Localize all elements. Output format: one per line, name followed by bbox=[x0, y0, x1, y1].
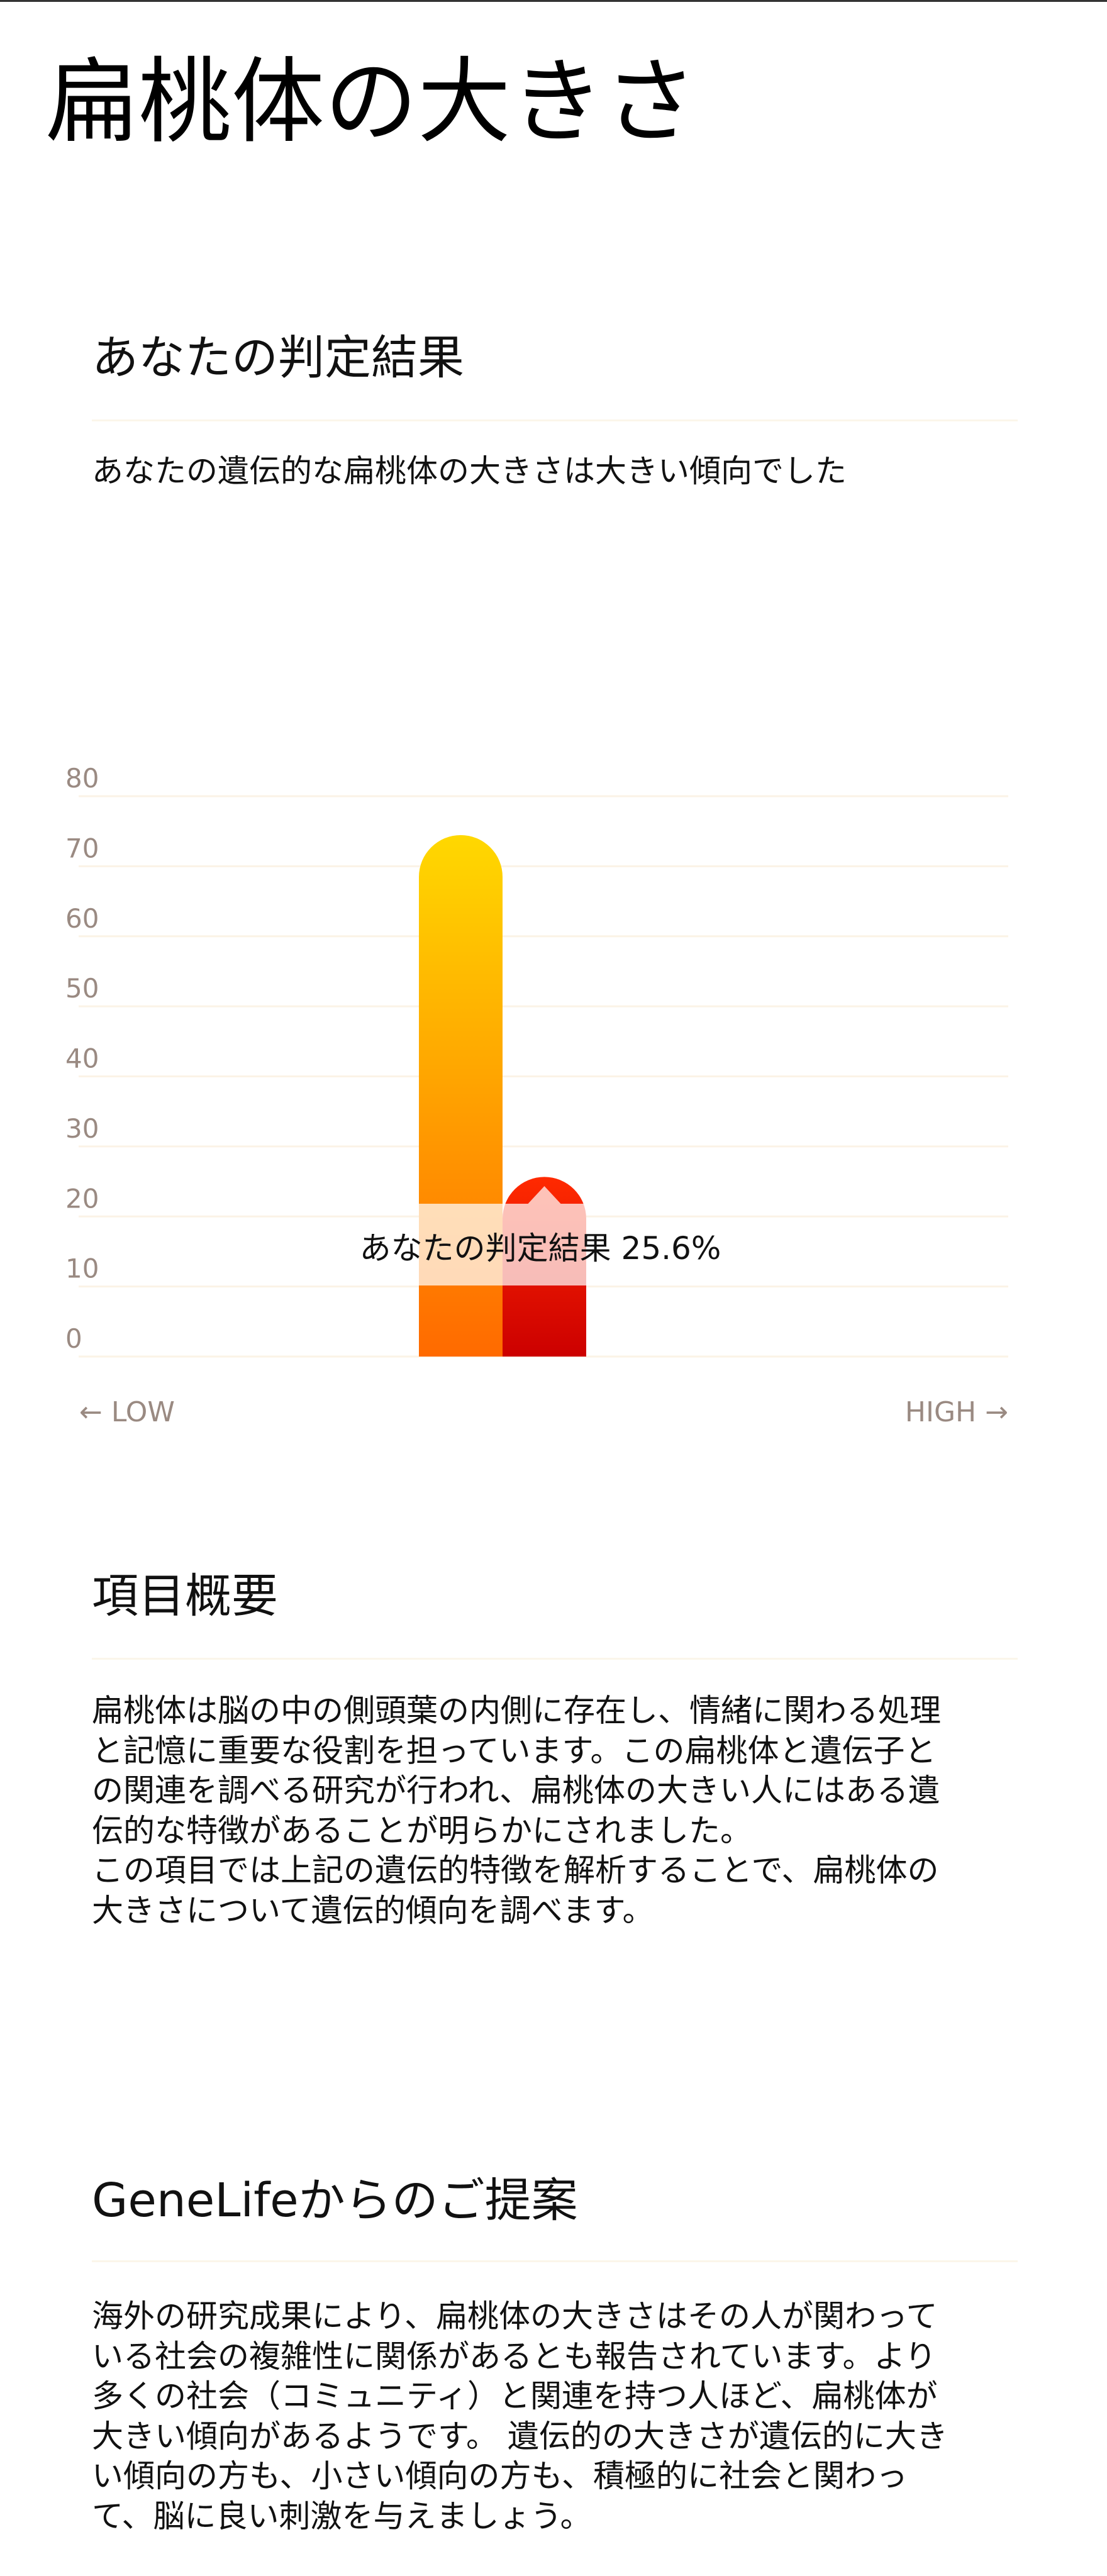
overview-text: 扁桃体は脳の中の側頭葉の内側に存在し、情緒に関わる処理 と記憶に重要な役割を担っ… bbox=[92, 1691, 941, 1931]
result-annotation-band bbox=[419, 1186, 586, 1285]
overview-divider bbox=[92, 1658, 1018, 1660]
annotation-pointer bbox=[528, 1186, 561, 1204]
grid-lines bbox=[79, 795, 1008, 1358]
x-low-label: ← LOW bbox=[79, 1396, 175, 1428]
result-divider bbox=[92, 419, 1018, 421]
y-tick-label: 30 bbox=[65, 1113, 99, 1144]
y-tick-label: 60 bbox=[65, 903, 99, 934]
proposal-line: 海外の研究成果により、扁桃体の大きさはその人が関わって bbox=[92, 2298, 938, 2334]
y-tick-label: 70 bbox=[65, 833, 99, 863]
y-tick-label: 10 bbox=[65, 1253, 99, 1284]
top-border bbox=[0, 0, 1107, 2]
overview-line: の関連を調べる研究が行われ、扁桃体の大きい人にはある遺 bbox=[92, 1772, 940, 1809]
result-bar-chart: 0 10 20 30 40 50 60 70 80 あなたの判定結果 25.6% ← LOW H… bbox=[65, 763, 1008, 1428]
result-annotation: あなたの判定結果 25.6% bbox=[360, 1230, 721, 1267]
overview-line: 大きさについて遺伝的傾向を調べます。 bbox=[92, 1892, 654, 1929]
overview-line: この項目では上記の遺伝的特徴を解析することで、扁桃体の bbox=[92, 1852, 939, 1889]
y-tick-label: 50 bbox=[65, 973, 99, 1004]
y-tick-label: 20 bbox=[65, 1183, 99, 1214]
annotation-band bbox=[419, 1204, 586, 1285]
x-high-label: HIGH → bbox=[905, 1396, 1008, 1428]
y-tick-label: 40 bbox=[65, 1043, 99, 1074]
proposal-line: 多くの社会（コミュニティ）と関連を持つ人ほど、扁桃体が bbox=[92, 2378, 938, 2414]
result-heading: あなたの判定結果 bbox=[92, 331, 464, 385]
y-tick-label: 80 bbox=[65, 763, 99, 794]
proposal-line: いる社会の複雑性に関係があるとも報告されています。より bbox=[92, 2338, 937, 2375]
overview-heading: 項目概要 bbox=[92, 1569, 278, 1623]
overview-line: 伝的な特徴があることが明らかにされました。 bbox=[92, 1812, 752, 1849]
overview-line: と記憶に重要な役割を担っています。この扁桃体と遺伝子と bbox=[92, 1732, 937, 1769]
proposal-heading: GeneLifeからのご提案 bbox=[92, 2174, 578, 2228]
y-axis-ticks: 0 10 20 30 40 50 60 70 80 bbox=[65, 763, 99, 1354]
y-tick-label: 0 bbox=[65, 1323, 82, 1354]
proposal-line: い傾向の方も、小さい傾向の方も、積極的に社会と関わっ bbox=[92, 2458, 908, 2494]
overview-line: 扁桃体は脳の中の側頭葉の内側に存在し、情緒に関わる処理 bbox=[92, 1692, 941, 1729]
proposal-text: 海外の研究成果により、扁桃体の大きさはその人が関わって いる社会の複雑性に関係が… bbox=[92, 2297, 948, 2536]
proposal-line: て、脳に良い刺激を与えましょう。 bbox=[92, 2497, 592, 2534]
result-summary: あなたの遺伝的な扁桃体の大きさは大きい傾向でした bbox=[92, 453, 847, 489]
proposal-line: 大きい傾向があるようです。 遺伝的の大きさが遺伝的に大き bbox=[92, 2418, 948, 2455]
page-title: 扁桃体の大きさ bbox=[45, 48, 697, 156]
proposal-divider bbox=[92, 2260, 1018, 2262]
